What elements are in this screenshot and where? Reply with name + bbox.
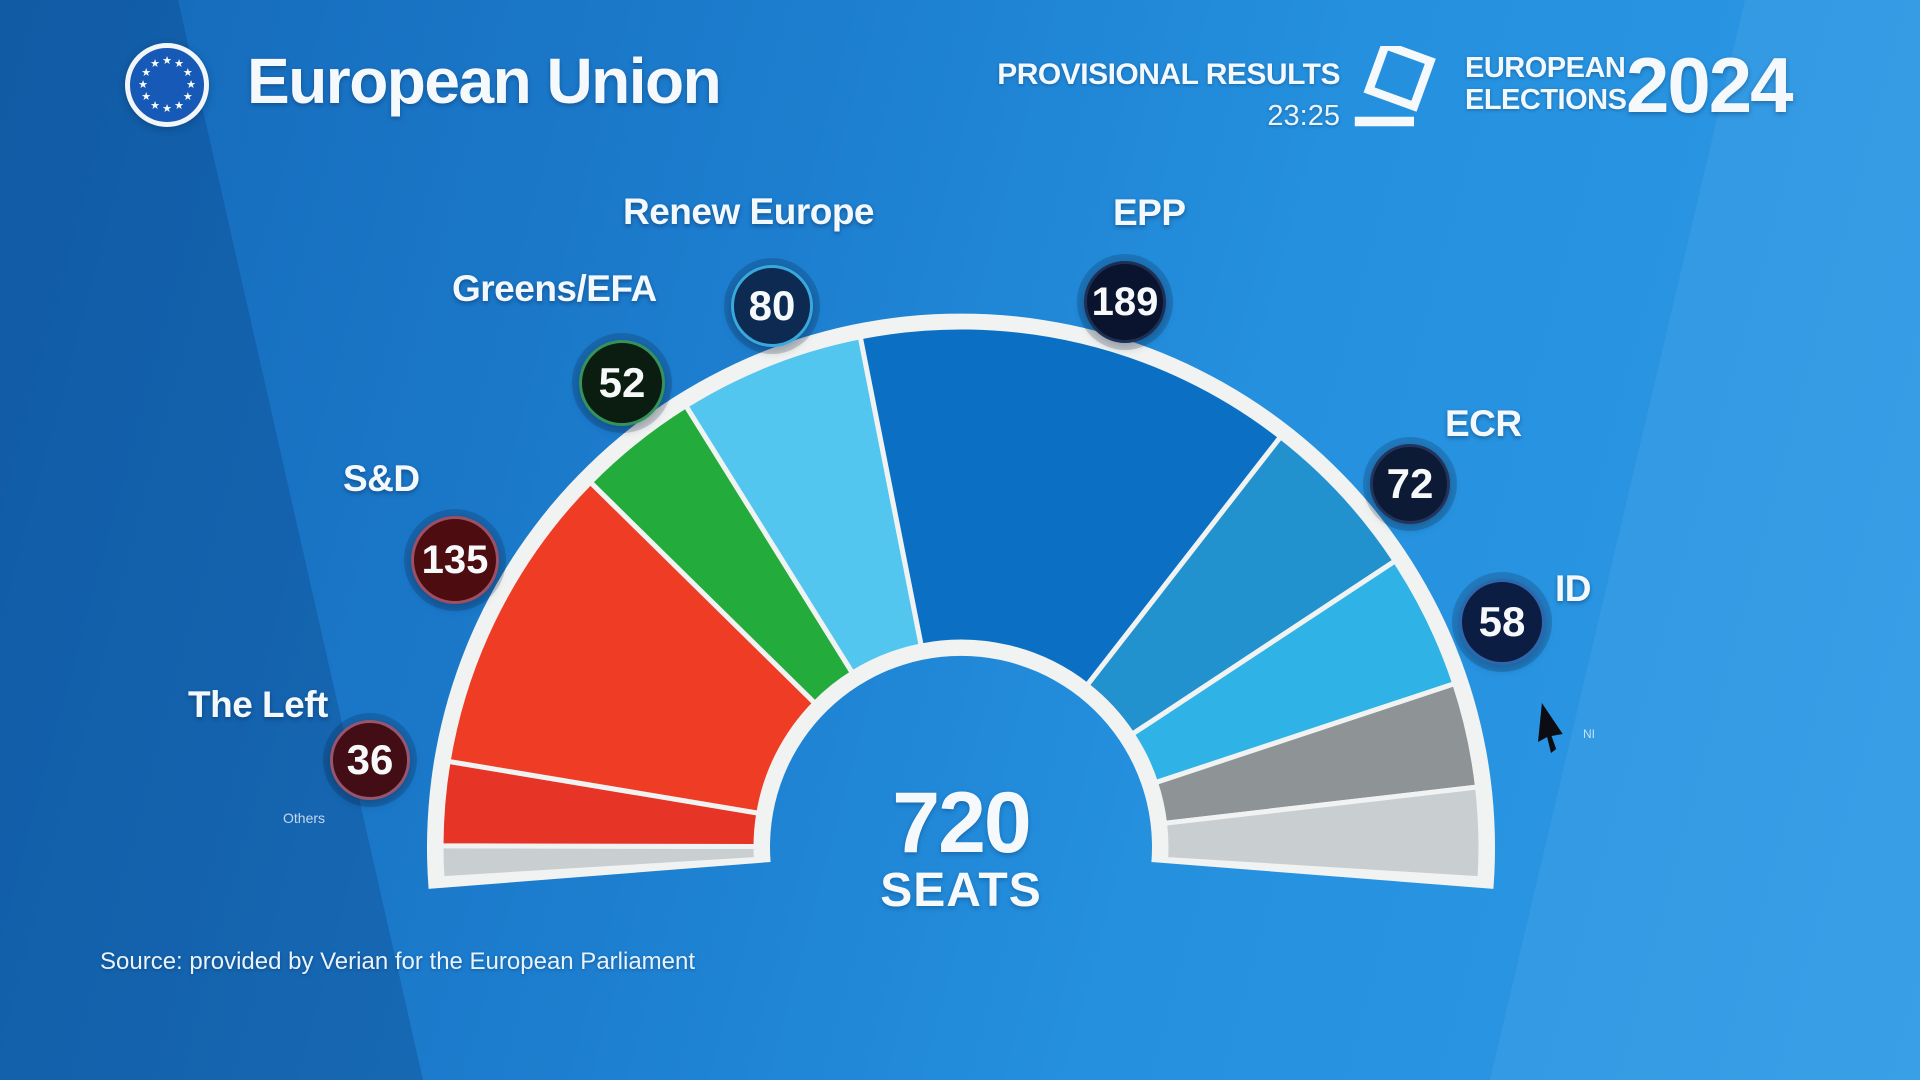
- brand-title: EUROPEAN ELECTIONS: [1465, 52, 1627, 116]
- page-title: European Union: [247, 45, 722, 117]
- group-label-renew-europe: Renew Europe: [623, 191, 875, 232]
- seat-badge-epp: 189: [1084, 261, 1166, 343]
- brand-line2: ELECTIONS: [1465, 84, 1627, 116]
- faint-label-others: Others: [283, 810, 326, 826]
- eu-stars: ★ ★ ★ ★ ★ ★ ★ ★ ★ ★ ★ ★: [138, 55, 196, 115]
- segment-epp: [857, 324, 1285, 689]
- group-label-ecr: ECR: [1445, 403, 1522, 444]
- seat-count: 72: [1386, 460, 1434, 507]
- total-seats-value: 720: [892, 775, 1032, 871]
- group-label-id: ID: [1555, 568, 1592, 609]
- segment-others: [1161, 784, 1484, 882]
- group-label-the-left: The Left: [188, 684, 328, 725]
- group-label-greens-efa: Greens/EFA: [452, 268, 657, 309]
- brand-year: 2024: [1626, 41, 1794, 129]
- mouse-cursor-arrow-icon: [1538, 703, 1563, 753]
- total-seats-unit: SEATS: [880, 864, 1042, 917]
- seat-count: 189: [1091, 279, 1159, 324]
- source-attribution: Source: provided by Verian for the Europ…: [100, 948, 696, 975]
- provisional-results-label: PROVISIONAL RESULTS: [997, 58, 1340, 91]
- seat-badge-ecr: 72: [1370, 444, 1450, 524]
- eu-flag-roundel-icon: ★ ★ ★ ★ ★ ★ ★ ★ ★ ★ ★ ★: [125, 43, 209, 127]
- seat-count: 52: [598, 359, 646, 406]
- time-label: 23:25: [1267, 100, 1340, 132]
- seat-count: 36: [346, 736, 394, 783]
- total-seats: 720 SEATS: [811, 780, 1111, 916]
- seat-badge-the-left: 36: [330, 720, 410, 800]
- brand-line1: EUROPEAN: [1465, 52, 1626, 84]
- seat-badge-renew-europe: 80: [731, 265, 813, 347]
- group-label-sd: S&D: [343, 458, 420, 499]
- hemicycle-chart: [427, 313, 1495, 889]
- faint-label-ni: NI: [1583, 727, 1595, 741]
- seat-count: 80: [748, 282, 796, 329]
- seat-badge-id: 58: [1459, 579, 1545, 665]
- segment-s-d: [445, 478, 819, 817]
- seat-count: 58: [1478, 598, 1526, 645]
- group-label-epp: EPP: [1113, 192, 1186, 233]
- seat-badge-greens-efa: 52: [579, 340, 665, 426]
- seat-count: 135: [421, 537, 489, 582]
- ballot-box-icon: [1354, 46, 1436, 127]
- seat-badge-sd: 135: [411, 516, 499, 604]
